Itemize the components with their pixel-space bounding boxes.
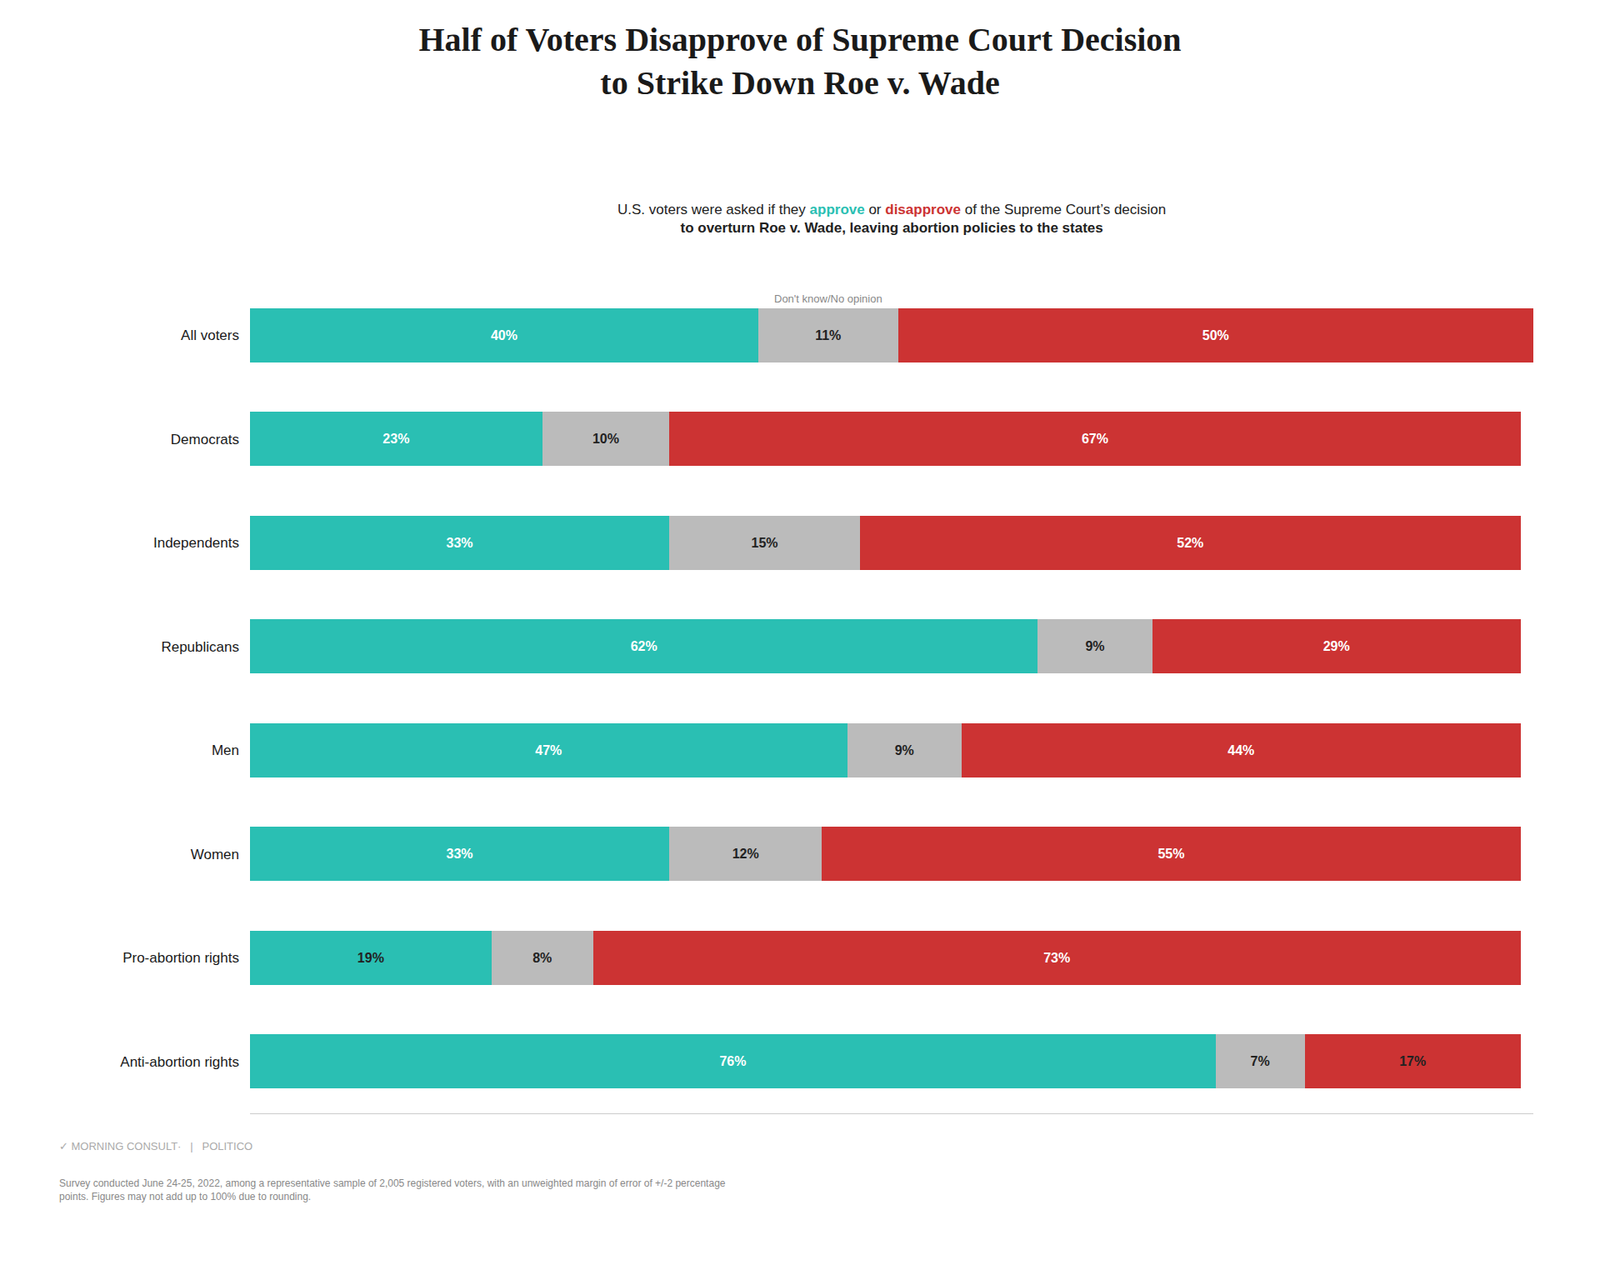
svg-text:19%: 19% [357,950,385,965]
svg-text:44%: 44% [1227,743,1255,758]
svg-text:Pro-abortion rights: Pro-abortion rights [122,950,240,966]
svg-text:All voters: All voters [180,327,240,344]
svg-text:15%: 15% [751,535,779,550]
svg-text:50%: 50% [1202,328,1230,343]
svg-text:8%: 8% [532,950,552,965]
svg-text:12%: 12% [732,846,760,861]
svg-text:55%: 55% [1157,846,1185,861]
svg-text:29%: 29% [1323,639,1350,654]
svg-text:Women: Women [190,846,240,863]
svg-text:67%: 67% [1081,431,1109,446]
svg-text:Don't know/No opinion: Don't know/No opinion [774,292,883,305]
svg-text:9%: 9% [1085,639,1105,654]
svg-text:Republicans: Republicans [160,639,240,655]
svg-text:62%: 62% [630,639,658,654]
svg-text:23%: 23% [382,431,410,446]
svg-text:33%: 33% [446,535,474,550]
svg-text:47%: 47% [535,743,562,758]
svg-text:33%: 33% [446,846,474,861]
svg-text:11%: 11% [815,328,841,343]
svg-text:Survey conducted June 24-25, 2: Survey conducted June 24-25, 2022, among… [59,1177,726,1203]
svg-text:Men: Men [211,742,240,759]
svg-text:Anti-abortion rights: Anti-abortion rights [120,1054,240,1070]
svg-text:40%: 40% [490,328,518,343]
svg-text:✓ MORNING CONSULT· | POLIT: ✓ MORNING CONSULT· | POLITICO [59,1140,253,1153]
svg-text:U.S. voters were asked if they: U.S. voters were asked if they approve o… [617,201,1166,236]
svg-text:73%: 73% [1043,950,1070,965]
svg-text:10%: 10% [592,431,620,446]
svg-text:Independents: Independents [153,535,240,551]
svg-text:7%: 7% [1250,1054,1270,1069]
svg-text:76%: 76% [719,1054,746,1069]
svg-text:17%: 17% [1399,1054,1426,1069]
svg-text:Half of Voters Disapprove of S: Half of Voters Disapprove of Supreme Cou… [418,20,1181,102]
svg-text:52%: 52% [1176,535,1204,550]
svg-text:Democrats: Democrats [170,431,240,448]
svg-text:9%: 9% [895,743,915,758]
